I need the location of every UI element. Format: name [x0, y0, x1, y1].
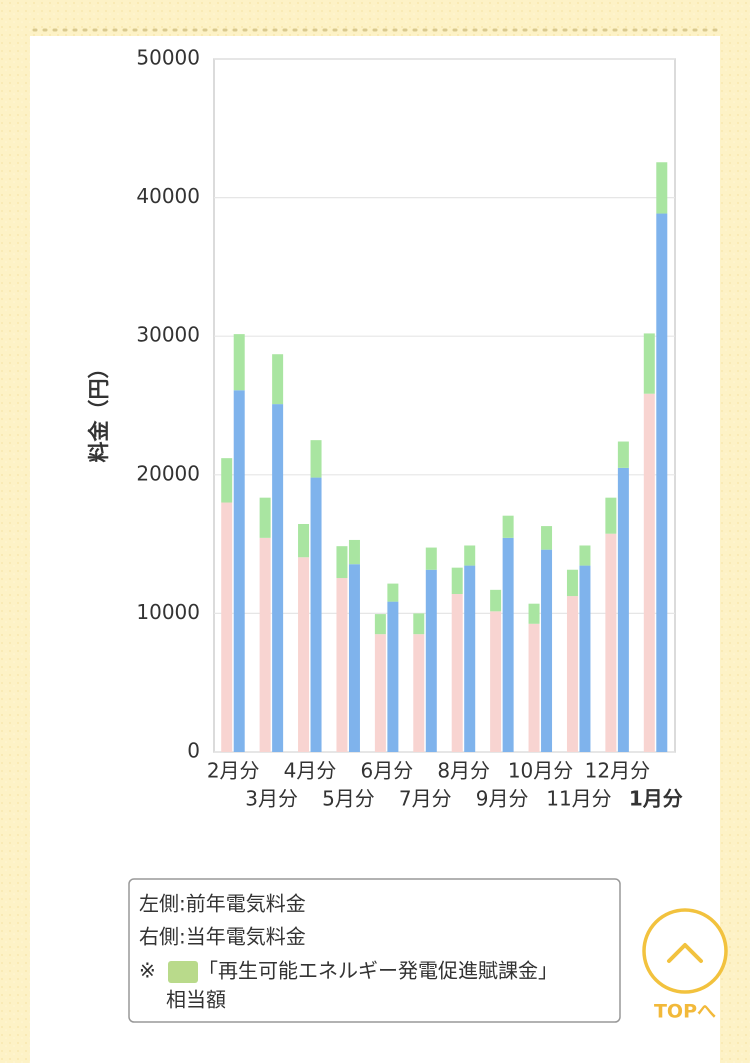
bar: [656, 213, 668, 752]
y-tick-label: 0: [187, 739, 200, 763]
bar: [348, 564, 360, 752]
top-circle[interactable]: [642, 908, 728, 994]
bar: [413, 634, 425, 752]
bar: [221, 502, 233, 752]
bar-surcharge: [233, 334, 245, 391]
bar-surcharge: [566, 569, 578, 597]
bar: [605, 533, 617, 752]
note-mark: ※: [139, 959, 156, 983]
top-button[interactable]: TOPへ: [642, 908, 728, 1023]
bar: [464, 565, 476, 752]
bar-surcharge: [528, 603, 540, 624]
bar-surcharge: [425, 547, 437, 570]
x-tick-label: 4月分: [284, 759, 337, 783]
x-tick-label: 1月分: [629, 787, 683, 811]
y-axis-label: 料金（円）: [87, 358, 111, 463]
y-tick-label: 20000: [136, 461, 200, 485]
bar-surcharge: [298, 524, 310, 558]
x-tick-label: 10月分: [508, 759, 573, 783]
legend-entry: 左側:前年電気料金: [139, 892, 306, 916]
bar: [387, 601, 399, 752]
x-tick-label: 6月分: [361, 759, 414, 783]
y-tick-label: 40000: [136, 184, 200, 208]
bar-surcharge: [272, 354, 284, 405]
bar: [643, 393, 655, 752]
x-tick-label: 2月分: [207, 759, 260, 783]
y-tick-label: 50000: [136, 46, 200, 70]
x-tick-label: 5月分: [322, 787, 375, 811]
note-text: 相当額: [166, 988, 226, 1012]
x-tick-label: 11月分: [546, 787, 611, 811]
y-tick-label: 30000: [136, 323, 200, 347]
bar: [617, 467, 629, 752]
bar-surcharge: [617, 441, 629, 468]
bar-surcharge: [413, 613, 425, 635]
bar-surcharge: [579, 545, 591, 566]
bar-surcharge: [656, 162, 668, 214]
bar-surcharge: [464, 545, 476, 566]
bar: [425, 569, 437, 752]
bar-surcharge: [336, 546, 348, 579]
bar-surcharge: [348, 539, 360, 565]
legend-swatch: [168, 961, 198, 983]
bar: [259, 537, 271, 752]
bar: [374, 634, 386, 752]
bar: [336, 578, 348, 752]
bar-surcharge: [387, 583, 399, 602]
x-tick-label: 9月分: [476, 787, 529, 811]
bar-surcharge: [451, 567, 463, 594]
bar: [579, 565, 591, 752]
top-chevron[interactable]: [667, 943, 703, 963]
legend-box: [128, 878, 621, 1023]
bar-surcharge: [605, 497, 617, 534]
bar: [451, 593, 463, 752]
x-tick-label: 7月分: [399, 787, 452, 811]
bar-surcharge: [310, 440, 322, 478]
bar: [566, 596, 578, 752]
bar: [490, 611, 502, 752]
x-tick-label: 3月分: [245, 787, 298, 811]
bar-surcharge: [374, 614, 386, 635]
top-label[interactable]: TOPへ: [654, 1001, 716, 1023]
bar: [310, 477, 322, 752]
bar: [528, 623, 540, 752]
bar-surcharge: [643, 333, 655, 394]
bar-surcharge: [221, 458, 233, 503]
bar: [541, 549, 553, 752]
y-tick-label: 10000: [136, 600, 200, 624]
bar: [272, 404, 284, 752]
plot: 0 10000 20000 30000 40000 50000 2月分 3月分 4月分 5月分 6月…: [136, 46, 682, 811]
bar: [298, 557, 310, 752]
bar: [233, 390, 245, 752]
bar-surcharge: [490, 589, 502, 612]
x-tick-label: 8月分: [437, 759, 490, 783]
bar-surcharge: [259, 497, 271, 538]
note-text: 「再生可能エネルギー発電促進賦課金」: [198, 959, 558, 983]
bar-surcharge: [541, 526, 553, 550]
x-tick-label: 12月分: [585, 759, 650, 783]
legend-entry: 右側:当年電気料金: [139, 925, 306, 949]
plot-area: [213, 58, 676, 753]
bar-surcharge: [502, 515, 514, 538]
bar: [502, 537, 514, 752]
